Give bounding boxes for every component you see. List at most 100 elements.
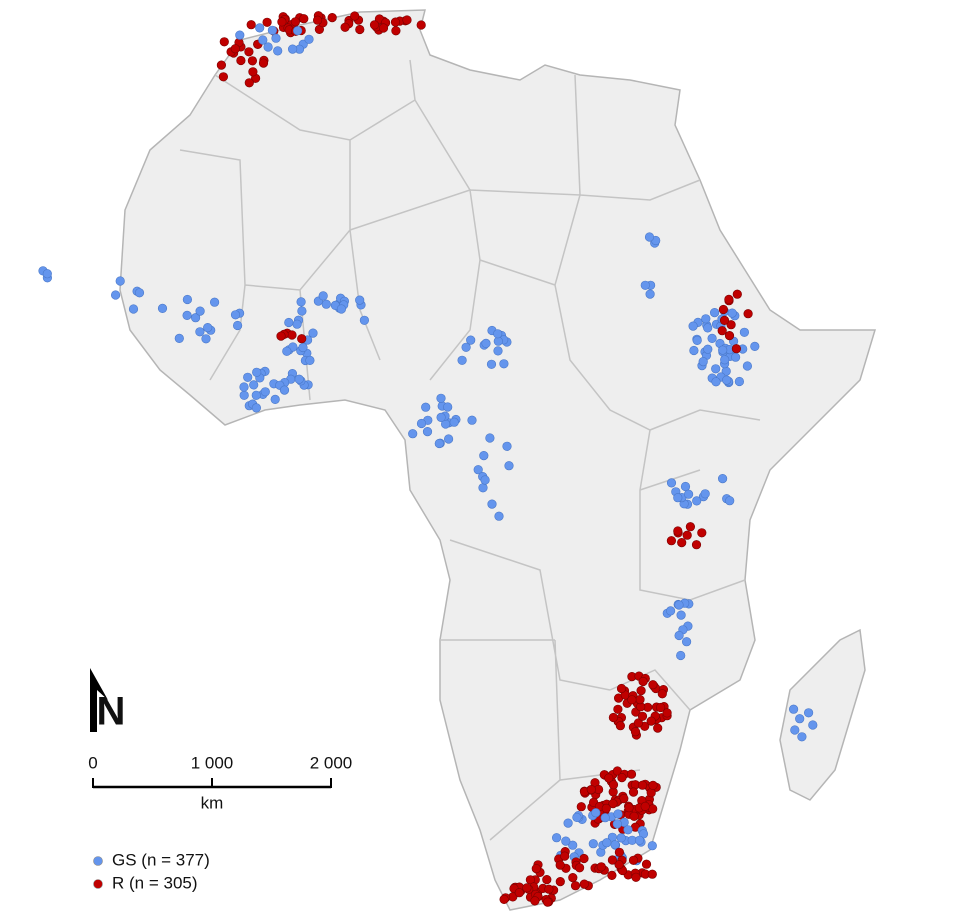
site-dot bbox=[647, 869, 657, 879]
site-dot bbox=[233, 320, 243, 331]
site-dot bbox=[568, 872, 578, 883]
land bbox=[119, 9, 877, 911]
site-dot bbox=[646, 716, 656, 726]
site-dot bbox=[421, 402, 431, 412]
site-dot bbox=[293, 26, 303, 36]
site-dot bbox=[561, 836, 571, 846]
site-dot bbox=[720, 355, 730, 365]
site-dot bbox=[195, 327, 205, 337]
site-dot bbox=[252, 367, 262, 377]
site-dot bbox=[697, 528, 707, 538]
site-dot bbox=[637, 711, 648, 721]
site-dot bbox=[551, 833, 562, 843]
site-dot bbox=[182, 294, 192, 305]
site-dot bbox=[308, 328, 318, 338]
site-dot bbox=[711, 364, 721, 374]
site-dot bbox=[263, 42, 273, 52]
site-dot bbox=[522, 883, 532, 893]
site-dot bbox=[416, 20, 426, 30]
site-dot bbox=[369, 20, 380, 30]
site-dot bbox=[248, 67, 258, 77]
scale-label: 1 000 bbox=[191, 753, 234, 772]
site-dot bbox=[391, 26, 401, 36]
site-dot bbox=[645, 289, 655, 299]
site-dot bbox=[666, 536, 677, 546]
site-dot bbox=[608, 798, 618, 809]
site-dot bbox=[628, 787, 639, 797]
site-dot bbox=[271, 33, 281, 43]
site-dot bbox=[676, 610, 686, 620]
site-dot bbox=[631, 872, 641, 882]
site-dot bbox=[707, 333, 717, 344]
site-dot bbox=[691, 540, 702, 550]
site-dot bbox=[626, 769, 637, 779]
site-dot bbox=[230, 44, 240, 54]
site-dot bbox=[574, 863, 585, 873]
site-dot bbox=[673, 526, 683, 536]
site-dot bbox=[624, 803, 634, 813]
site-dot bbox=[258, 58, 269, 68]
site-dot bbox=[134, 288, 145, 298]
site-dot bbox=[724, 331, 735, 341]
site-dot bbox=[674, 600, 684, 610]
site-dot bbox=[608, 780, 619, 790]
site-dot bbox=[499, 359, 509, 369]
site-dot bbox=[296, 297, 306, 307]
site-dot bbox=[568, 840, 578, 850]
site-dot bbox=[461, 342, 471, 352]
site-dot bbox=[655, 702, 666, 713]
scale-label: 2 000 bbox=[310, 753, 353, 772]
site-dot bbox=[128, 304, 139, 314]
site-dot bbox=[251, 403, 261, 413]
north-label: N bbox=[97, 690, 126, 734]
africa bbox=[119, 9, 877, 911]
scale-label: 0 bbox=[88, 753, 97, 772]
site-dot bbox=[623, 825, 633, 835]
site-dot bbox=[422, 427, 433, 437]
site-dot bbox=[727, 308, 737, 318]
site-dot bbox=[243, 372, 253, 382]
site-dot bbox=[408, 429, 418, 439]
site-dot bbox=[390, 17, 401, 27]
site-dot bbox=[287, 330, 297, 340]
site-dot bbox=[251, 390, 261, 400]
site-dot bbox=[648, 680, 658, 690]
site-dot bbox=[290, 17, 301, 27]
site-dot bbox=[681, 637, 692, 647]
site-dot bbox=[279, 385, 290, 395]
site-dot bbox=[742, 361, 753, 371]
site-dot bbox=[725, 496, 735, 506]
site-dot bbox=[560, 851, 570, 861]
site-dot bbox=[711, 377, 721, 387]
site-dot bbox=[544, 884, 554, 894]
site-dot bbox=[692, 335, 702, 346]
site-dot bbox=[576, 802, 586, 812]
site-dot bbox=[42, 269, 52, 279]
site-dot bbox=[530, 896, 540, 906]
site-dot bbox=[634, 835, 645, 845]
site-dot bbox=[617, 772, 627, 783]
site-dot bbox=[493, 329, 503, 339]
site-dot bbox=[504, 461, 514, 471]
site-dot bbox=[601, 803, 611, 814]
site-dot bbox=[635, 694, 645, 705]
site-dot bbox=[647, 841, 657, 851]
site-dot bbox=[277, 17, 287, 27]
site-dot bbox=[629, 811, 639, 821]
site-dot bbox=[676, 650, 686, 661]
legend: GS (n = 377) R (n = 305) bbox=[93, 850, 210, 892]
site-dot bbox=[724, 294, 734, 305]
site-dot bbox=[630, 727, 641, 737]
site-dot bbox=[719, 315, 730, 326]
site-dot bbox=[466, 335, 476, 345]
site-dot bbox=[531, 863, 541, 874]
north-arrow-shape bbox=[90, 668, 108, 732]
north-arrow: N bbox=[90, 668, 125, 734]
site-dot bbox=[638, 676, 648, 687]
site-dot bbox=[236, 55, 246, 66]
site-dot bbox=[201, 334, 211, 344]
site-dot bbox=[662, 708, 672, 718]
legend-label: R (n = 305) bbox=[112, 873, 198, 892]
site-dot bbox=[486, 359, 497, 369]
site-dot bbox=[616, 833, 626, 843]
